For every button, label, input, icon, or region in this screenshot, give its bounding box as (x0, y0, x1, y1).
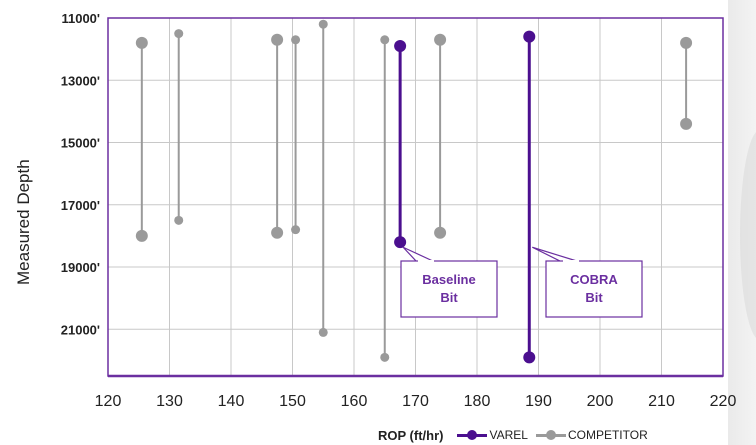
x-tick-label: 170 (402, 393, 429, 410)
x-tick-label: 160 (341, 393, 368, 410)
varel-range-end-point (523, 351, 536, 364)
y-tick-label: 17000' (61, 198, 100, 213)
competitor-range-start-point (380, 35, 390, 45)
callout-line2-cobra: Bit (585, 290, 603, 305)
competitor-range-end-point (434, 226, 447, 239)
legend-swatch-varel (457, 429, 488, 441)
x-tick-label: 180 (464, 393, 491, 410)
legend: ROP (ft/hr) VAREL COMPETITOR (378, 426, 656, 444)
x-tick-label: 130 (156, 393, 183, 410)
y-tick-label: 11000' (61, 11, 100, 26)
competitor-range-start-point (174, 29, 184, 39)
callout-line1-cobra: COBRA (570, 272, 618, 287)
x-tick-label: 210 (648, 393, 675, 410)
x-tick-label: 200 (587, 393, 614, 410)
competitor-range-end-point (174, 215, 184, 225)
competitor-range-end-point (380, 352, 390, 362)
legend-swatch-competitor (535, 429, 566, 441)
x-tick-label: 120 (95, 393, 122, 410)
varel-range-start-point (394, 40, 407, 53)
legend-item-varel: VAREL (457, 428, 528, 442)
competitor-range-start-point (318, 19, 328, 29)
competitor-range-end-point (680, 117, 693, 130)
competitor-range-start-point (135, 36, 148, 49)
legend-label-competitor: COMPETITOR (567, 428, 648, 442)
competitor-range-end-point (135, 229, 148, 242)
competitor-range-start-point (271, 33, 284, 46)
callout-line1-baseline: Baseline (422, 272, 475, 287)
callout-line2-baseline: Bit (440, 290, 458, 305)
competitor-range-start-point (680, 36, 693, 49)
legend-item-competitor: COMPETITOR (535, 428, 648, 442)
legend-label-varel: VAREL (489, 428, 528, 442)
x-tick-label: 140 (218, 393, 245, 410)
y-tick-label: 15000' (61, 136, 100, 151)
x-tick-label: 150 (279, 393, 306, 410)
callout-box-cobra (545, 260, 643, 318)
x-axis-label: ROP (ft/hr) (378, 427, 444, 443)
competitor-range-end-point (271, 226, 284, 239)
side-decoration (740, 130, 756, 340)
y-tick-label: 19000' (61, 260, 100, 275)
competitor-range-start-point (291, 35, 301, 45)
varel-range-end-point (394, 236, 407, 249)
x-tick-label: 220 (710, 393, 737, 410)
callout-box-baseline (400, 260, 498, 318)
y-tick-label: 21000' (61, 322, 100, 337)
competitor-range-end-point (291, 225, 301, 235)
x-tick-label: 190 (525, 393, 552, 410)
varel-range-start-point (523, 30, 536, 43)
competitor-range-start-point (434, 33, 447, 46)
y-tick-label: 13000' (61, 73, 100, 88)
competitor-range-end-point (318, 327, 328, 337)
